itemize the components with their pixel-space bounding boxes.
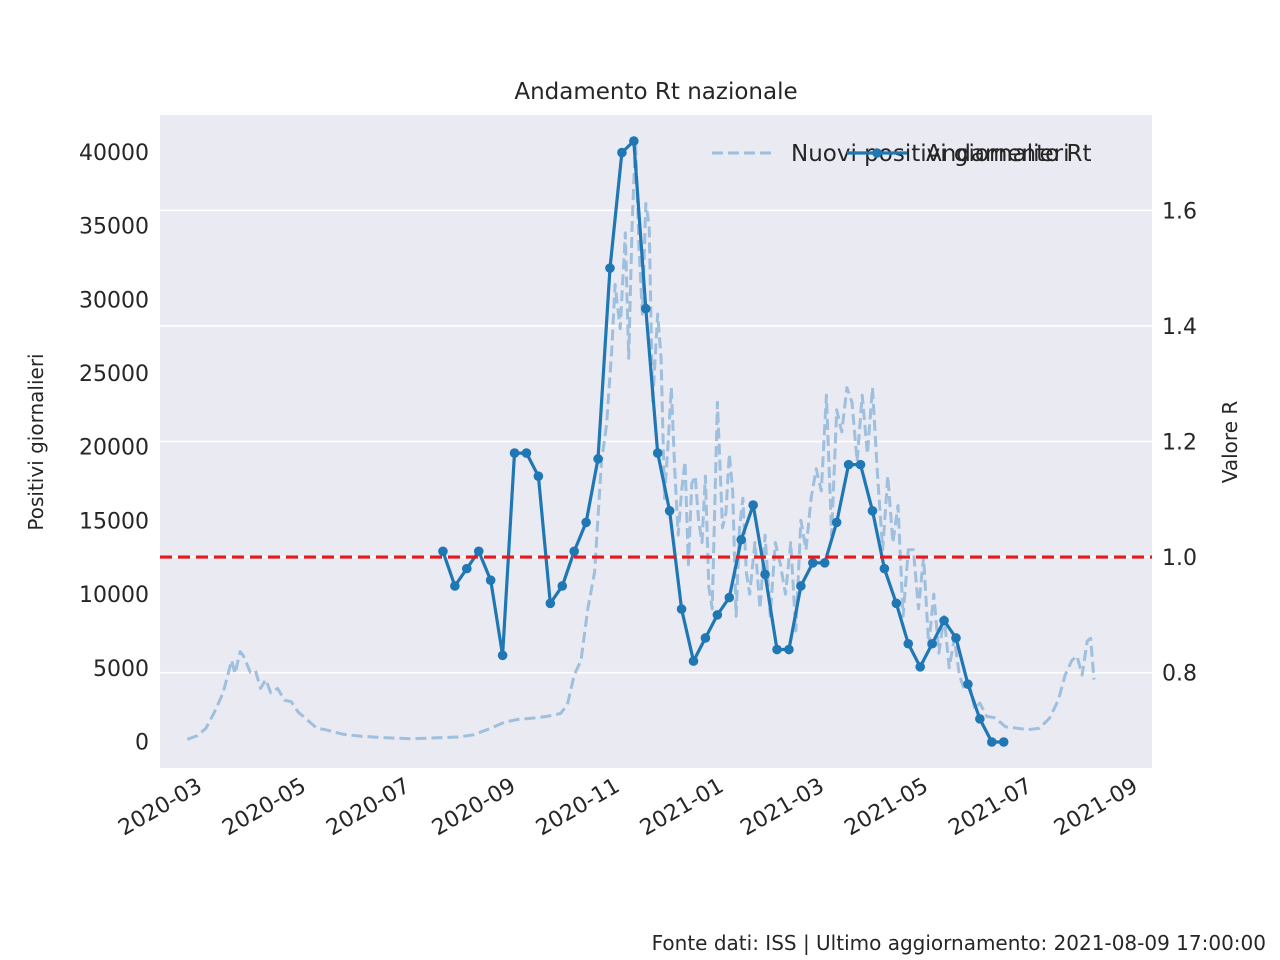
- rt-point: [497, 650, 508, 661]
- y-tick-label: 5000: [93, 657, 149, 682]
- rt-point: [951, 633, 961, 643]
- positives-series-line: [186, 138, 1096, 741]
- rt-point: [712, 610, 723, 620]
- rt-point: [533, 471, 544, 481]
- rt-point: [796, 581, 806, 591]
- rt-point: [664, 506, 675, 516]
- legend-label-rt: Andamento Rt: [926, 141, 1092, 167]
- x-tick-label: 2020-09: [428, 774, 520, 842]
- legend-label-positives: Nuovi positivi giornalieri: [791, 141, 1070, 167]
- rt-point: [473, 546, 484, 557]
- rt-point: [843, 459, 854, 470]
- rt-point: [939, 615, 949, 626]
- rt-point: [700, 633, 711, 643]
- source-footer: Fonte dati: ISS | Ultimo aggiornamento: …: [652, 931, 1266, 955]
- y2-tick-label: 1.2: [1162, 431, 1197, 456]
- rt-point: [867, 506, 878, 516]
- rt-point: [903, 638, 914, 649]
- rt-point: [748, 500, 758, 510]
- rt-point: [605, 263, 615, 273]
- x-tick-label: 2020-05: [218, 774, 310, 842]
- y2-axis-label: Valore R: [1218, 401, 1242, 484]
- rt-point: [581, 517, 591, 528]
- rt-point: [617, 147, 627, 158]
- x-tick-label: 2020-03: [114, 774, 206, 842]
- y-tick-label: 30000: [79, 288, 149, 313]
- rt-point: [736, 534, 747, 545]
- rt-point: [986, 737, 997, 747]
- y-tick-label: 15000: [79, 509, 149, 534]
- rt-point: [891, 598, 902, 609]
- rt-point: [629, 136, 639, 146]
- rt-point: [557, 581, 568, 591]
- rt-point: [760, 569, 770, 580]
- rt-point: [640, 303, 651, 314]
- legend-marker-rt: [872, 148, 882, 158]
- y2-tick-label: 1.6: [1162, 199, 1197, 224]
- y-axis-label: Positivi giornalieri: [24, 353, 48, 530]
- y2-tick-label: 1.4: [1162, 315, 1197, 340]
- rt-point: [688, 656, 699, 666]
- y2-tick-label: 0.8: [1162, 662, 1197, 687]
- rt-point: [975, 714, 985, 724]
- rt-point: [855, 459, 866, 470]
- rt-point: [569, 546, 579, 557]
- rt-point: [963, 679, 973, 690]
- rt-point: [509, 448, 520, 458]
- rt-point: [438, 546, 448, 557]
- rt-point: [772, 644, 782, 655]
- chart-title: Andamento Rt nazionale: [514, 79, 797, 105]
- rt-point: [724, 592, 735, 603]
- rt-point: [652, 448, 663, 458]
- rt-point: [676, 604, 687, 614]
- rt-point: [915, 662, 925, 672]
- x-tick-label: 2021-05: [840, 774, 932, 842]
- x-tick-label: 2021-07: [944, 774, 1036, 842]
- rt-point: [462, 563, 472, 574]
- x-tick-label: 2020-11: [532, 774, 624, 842]
- y-tick-label: 10000: [79, 583, 149, 608]
- y-tick-label: 0: [135, 730, 149, 755]
- rt-point: [927, 638, 937, 649]
- rt-point: [485, 575, 496, 585]
- rt-point: [784, 644, 794, 655]
- rt-point: [450, 581, 460, 591]
- rt-point: [819, 558, 830, 568]
- rt-point: [831, 517, 842, 528]
- rt-point: [593, 454, 603, 464]
- x-tick-label: 2021-09: [1050, 774, 1142, 842]
- rt-point: [545, 598, 556, 609]
- rt-point: [521, 448, 532, 458]
- x-tick-label: 2021-01: [636, 774, 728, 842]
- x-tick-label: 2021-03: [737, 774, 829, 842]
- y-tick-label: 20000: [79, 436, 149, 461]
- series-layer: [186, 136, 1096, 747]
- y-tick-label: 40000: [79, 141, 149, 166]
- rt-point: [808, 558, 818, 568]
- y2-tick-label: 1.0: [1162, 546, 1197, 571]
- y-tick-label: 25000: [79, 362, 149, 387]
- rt-point: [998, 737, 1009, 747]
- rt-point: [879, 563, 890, 574]
- x-tick-label: 2020-07: [322, 774, 414, 842]
- y-tick-label: 35000: [79, 215, 149, 240]
